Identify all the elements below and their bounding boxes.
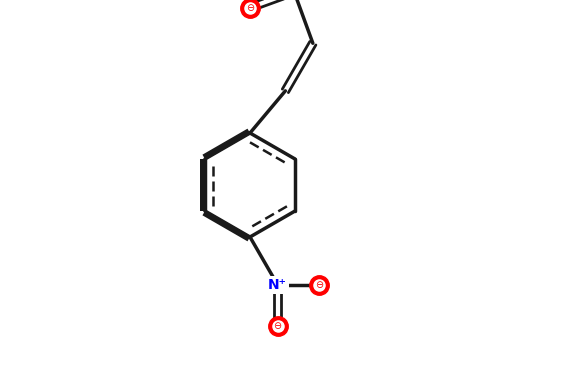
Polygon shape [203,210,251,241]
Polygon shape [203,129,251,160]
Polygon shape [200,159,206,211]
Text: ⊖: ⊖ [274,321,282,331]
Text: ⊖: ⊖ [246,3,254,13]
Text: ⊖: ⊖ [314,280,323,290]
Text: N⁺: N⁺ [268,278,287,291]
